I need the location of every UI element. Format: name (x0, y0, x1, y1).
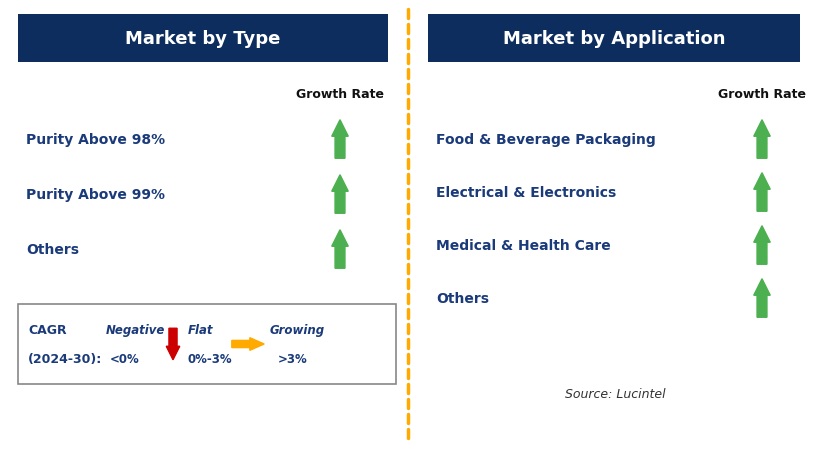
Polygon shape (332, 175, 348, 214)
Text: Growing: Growing (270, 324, 325, 336)
Text: <0%: <0% (110, 352, 140, 365)
Text: Purity Above 99%: Purity Above 99% (26, 188, 165, 202)
Text: Growth Rate: Growth Rate (296, 88, 384, 101)
FancyBboxPatch shape (18, 15, 388, 63)
Text: Purity Above 98%: Purity Above 98% (26, 133, 165, 147)
Text: Market by Type: Market by Type (125, 30, 281, 48)
Polygon shape (359, 329, 373, 360)
Polygon shape (753, 279, 771, 318)
Text: Source: Lucintel: Source: Lucintel (564, 388, 665, 401)
Polygon shape (753, 120, 771, 159)
Text: 0%-3%: 0%-3% (188, 352, 232, 365)
Polygon shape (231, 338, 264, 351)
Polygon shape (753, 226, 771, 265)
Text: >3%: >3% (278, 352, 308, 365)
Text: Market by Application: Market by Application (503, 30, 726, 48)
Text: Medical & Health Care: Medical & Health Care (436, 239, 611, 252)
Polygon shape (332, 230, 348, 269)
Text: (2024-30):: (2024-30): (28, 352, 102, 365)
Text: Negative: Negative (106, 324, 165, 336)
Text: Electrical & Electronics: Electrical & Electronics (436, 185, 616, 200)
FancyBboxPatch shape (428, 15, 800, 63)
Text: Food & Beverage Packaging: Food & Beverage Packaging (436, 133, 656, 147)
Polygon shape (166, 329, 180, 360)
Text: Flat: Flat (188, 324, 213, 336)
Text: Others: Others (26, 242, 79, 257)
FancyBboxPatch shape (18, 304, 396, 384)
Text: Growth Rate: Growth Rate (718, 88, 806, 101)
Polygon shape (753, 174, 771, 212)
Text: Others: Others (436, 291, 489, 305)
Polygon shape (332, 120, 348, 159)
Text: CAGR: CAGR (28, 324, 66, 336)
